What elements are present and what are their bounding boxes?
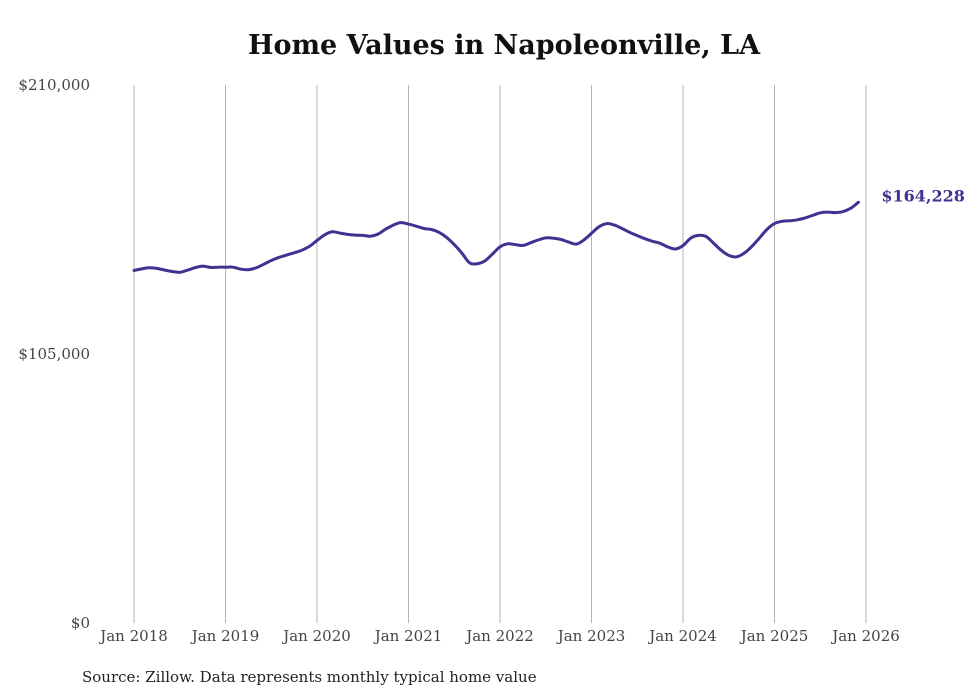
x-tick-label: Jan 2019 [190,627,260,645]
y-tick-label: $210,000 [18,76,90,94]
y-tick-label: $105,000 [18,345,90,363]
x-tick-label: Jan 2018 [98,627,168,645]
y-axis-ticks: $0 $105,000 $210,000 [18,76,90,632]
series-group [132,200,860,274]
chart-title: Home Values in Napoleonville, LA [247,30,761,61]
x-tick-label: Jan 2022 [464,627,534,645]
source-note: Source: Zillow. Data represents monthly … [82,668,537,686]
gridlines [133,85,867,623]
x-axis-ticks: Jan 2018 Jan 2019 Jan 2020 Jan 2021 Jan 2022… [98,627,900,645]
x-tick-label: Jan 2025 [739,627,809,645]
series-line [132,200,860,274]
y-tick-label: $0 [71,614,90,632]
x-tick-label: Jan 2020 [281,627,351,645]
x-tick-label: Jan 2026 [830,627,900,645]
x-tick-label: Jan 2024 [647,627,717,645]
end-value-label: $164,228 [881,186,965,205]
x-tick-label: Jan 2021 [373,627,443,645]
x-tick-label: Jan 2023 [556,627,626,645]
